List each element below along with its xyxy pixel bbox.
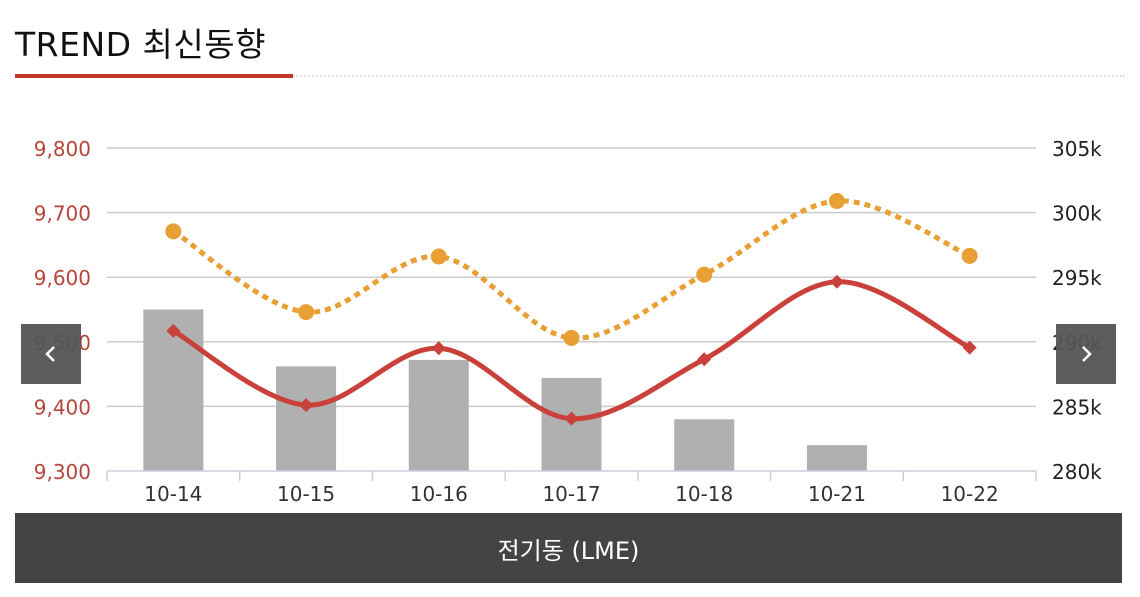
left-axis-tick-label: 9,800 [34,137,91,161]
solid-series-point [166,323,181,338]
dotted-series-point [828,192,845,209]
dotted-series-point [165,223,182,240]
x-axis-tick-label: 10-22 [941,482,999,506]
bar [408,359,469,471]
title-dotted-divider [293,75,1125,77]
dotted-series-point [430,248,447,265]
title-underline [15,74,293,78]
left-axis-tick-label: 9,300 [34,460,91,484]
solid-series-point [299,398,314,413]
right-axis-tick-label: 285k [1052,395,1102,419]
x-axis-tick-label: 10-17 [542,482,600,506]
trend-chart: 9,3009,4009,5009,6009,7009,800280k285k29… [34,137,1102,506]
x-axis-tick-label: 10-14 [144,482,202,506]
solid-series-point [829,274,844,289]
dotted-line-series [172,198,971,341]
dotted-series-point [298,304,315,321]
chevron-left-icon [45,346,55,362]
x-axis-tick-label: 10-15 [277,482,335,506]
solid-series-point [962,340,977,355]
solid-series-point [697,352,712,367]
left-axis-tick-label: 9,700 [34,202,91,226]
chart-caption: 전기동 (LME) [497,536,640,565]
bar [276,366,337,471]
carousel-prev-button[interactable] [21,324,81,384]
section-header: TREND 최신동향 [15,0,1125,80]
bar [806,445,867,471]
right-axis-tick-label: 295k [1052,266,1102,290]
bar [674,419,735,471]
x-axis-tick-label: 10-21 [808,482,866,506]
right-axis-tick-label: 300k [1052,202,1102,226]
solid-series-point [431,341,446,356]
right-axis-tick-label: 280k [1052,460,1102,484]
chart-caption-bar: 전기동 (LME) [15,513,1122,583]
right-axis-tick-label: 305k [1052,137,1102,161]
left-axis-tick-label: 9,400 [34,395,91,419]
dotted-series-point [563,329,580,346]
dotted-series-point [961,247,978,264]
page-title: TREND 최신동향 [15,25,266,64]
solid-series-point [564,411,579,426]
x-axis-tick-label: 10-16 [410,482,468,506]
left-axis-tick-label: 9,600 [34,266,91,290]
x-axis-tick-label: 10-18 [675,482,733,506]
carousel-next-button[interactable] [1056,324,1116,384]
chevron-right-icon [1082,346,1092,362]
dotted-series-point [696,266,713,283]
